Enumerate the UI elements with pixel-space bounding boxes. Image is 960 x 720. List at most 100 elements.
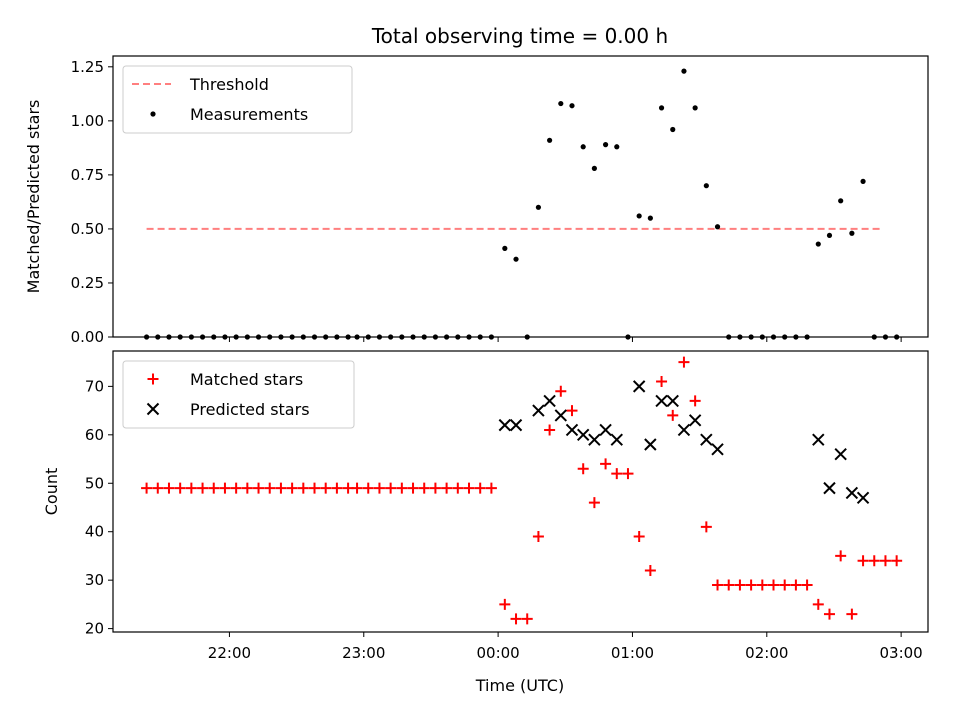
x-axis-label: Time (UTC)	[475, 676, 564, 695]
panel-0-legend-box	[122, 65, 353, 134]
matched-star-marker-7	[219, 482, 231, 494]
predicted-star-marker-17	[711, 443, 724, 456]
matched-star-marker-0	[141, 482, 153, 494]
x-tick-label-5: 03:00	[880, 644, 923, 662]
panel-0-legend-label-0: Threshold	[189, 75, 269, 94]
matched-star-marker-30	[474, 482, 486, 494]
panel-0-frame	[112, 55, 929, 338]
matched-star-marker-60	[812, 598, 824, 610]
matched-star-marker-61	[823, 608, 835, 620]
matched-star-marker-53	[734, 579, 746, 591]
predicted-star-marker-12	[655, 394, 668, 408]
panel-1-y-tick-label-4: 60	[85, 426, 104, 444]
measurement-point-51	[714, 224, 721, 230]
matched-star-marker-31	[485, 482, 497, 494]
matched-star-marker-29	[463, 482, 475, 494]
panel-0-y-tick-label-3: 0.75	[71, 166, 104, 184]
matched-star-marker-62	[835, 550, 847, 562]
matched-star-marker-9	[241, 482, 253, 494]
measurement-point-33	[513, 256, 519, 262]
matched-star-marker-14	[297, 482, 309, 494]
x-tick-label-0: 22:00	[208, 644, 251, 662]
legend-measurements-swatch	[150, 111, 156, 117]
axes-layer: 0.00 0.25 0.50 0.75 1.00 1.25 Matched/Predicte…	[24, 55, 929, 662]
measurement-point-63	[849, 230, 855, 236]
panel-1-legend-label-1: Predicted stars	[190, 400, 310, 419]
measurement-point-60	[815, 241, 821, 247]
matched-star-marker-22	[385, 482, 397, 494]
predicted-star-marker-5	[565, 423, 579, 437]
measurement-point-46	[658, 105, 665, 111]
measurement-point-42	[614, 144, 620, 150]
chart-title: Total observing time = 0.00 h	[371, 24, 668, 48]
measurement-point-49	[692, 105, 698, 111]
matched-star-marker-42	[611, 468, 623, 480]
matched-star-marker-55	[756, 579, 768, 591]
matched-star-marker-32	[499, 598, 511, 610]
matched-star-marker-40	[588, 497, 600, 509]
x-tick-label-1: 23:00	[342, 644, 385, 662]
predicted-star-marker-21	[845, 486, 859, 500]
matched-star-marker-1	[152, 482, 164, 494]
matched-star-marker-39	[577, 463, 589, 475]
matched-star-marker-58	[790, 579, 802, 591]
matched-star-marker-43	[622, 468, 634, 480]
predicted-star-marker-14	[677, 423, 691, 437]
matched-star-marker-4	[185, 482, 197, 494]
matched-star-marker-3	[174, 482, 186, 494]
matched-star-marker-67	[891, 555, 903, 567]
matched-star-marker-46	[656, 376, 668, 388]
matched-star-marker-37	[555, 385, 567, 397]
predicted-star-marker-1	[509, 418, 523, 432]
predicted-star-marker-16	[700, 433, 713, 446]
measurement-point-40	[591, 165, 597, 171]
matched-star-marker-13	[286, 482, 298, 494]
predicted-star-marker-7	[588, 433, 601, 446]
matched-star-marker-33	[510, 613, 522, 625]
panel-0-y-axis-label: Matched/Predicted stars	[24, 100, 43, 294]
matched-star-marker-19	[351, 482, 363, 494]
matched-star-marker-12	[275, 482, 287, 494]
predicted-star-marker-8	[599, 423, 612, 437]
measurement-point-45	[647, 215, 653, 221]
predicted-star-marker-22	[856, 491, 870, 505]
matched-star-marker-27	[441, 482, 453, 494]
matched-star-marker-51	[712, 579, 724, 591]
panel-1-frame	[112, 350, 929, 633]
matched-star-marker-2	[163, 482, 175, 494]
matched-star-marker-63	[846, 608, 858, 620]
matched-star-marker-24	[407, 482, 419, 494]
measurement-point-62	[838, 198, 844, 204]
measurement-point-50	[703, 183, 709, 189]
matched-star-marker-48	[678, 356, 690, 368]
matched-star-marker-17	[331, 482, 343, 494]
matched-star-marker-66	[879, 555, 891, 567]
panel-1-plot-area	[141, 356, 903, 625]
predicted-star-marker-15	[688, 414, 702, 427]
predicted-star-marker-9	[610, 433, 623, 446]
panel-1-y-tick-label-3: 50	[85, 474, 104, 492]
legend-predicted-swatch	[146, 402, 160, 416]
panel-1-y-tick-label-2: 40	[85, 523, 104, 541]
matched-star-marker-34	[521, 613, 533, 625]
measurement-point-41	[602, 142, 609, 148]
predicted-star-marker-2	[532, 404, 545, 417]
measurement-point-37	[558, 100, 564, 107]
matched-star-marker-56	[768, 579, 780, 591]
measurement-point-32	[502, 245, 508, 251]
panel-1-y-axis-label: Count	[42, 468, 61, 516]
matched-star-marker-45	[644, 564, 656, 576]
matched-star-marker-20	[362, 482, 374, 494]
matched-star-marker-26	[429, 482, 441, 494]
data-layer	[141, 68, 903, 625]
panel-0-y-tick-label-4: 1.00	[71, 112, 104, 130]
measurement-point-44	[636, 213, 642, 219]
matched-star-marker-59	[801, 579, 813, 591]
matched-star-marker-64	[857, 555, 869, 567]
x-tick-label-2: 00:00	[476, 644, 519, 662]
matched-star-marker-54	[745, 579, 757, 591]
panel-1-legend-box	[122, 360, 355, 429]
predicted-star-marker-6	[576, 428, 590, 442]
predicted-star-marker-0	[498, 418, 512, 432]
measurement-point-35	[535, 204, 542, 210]
